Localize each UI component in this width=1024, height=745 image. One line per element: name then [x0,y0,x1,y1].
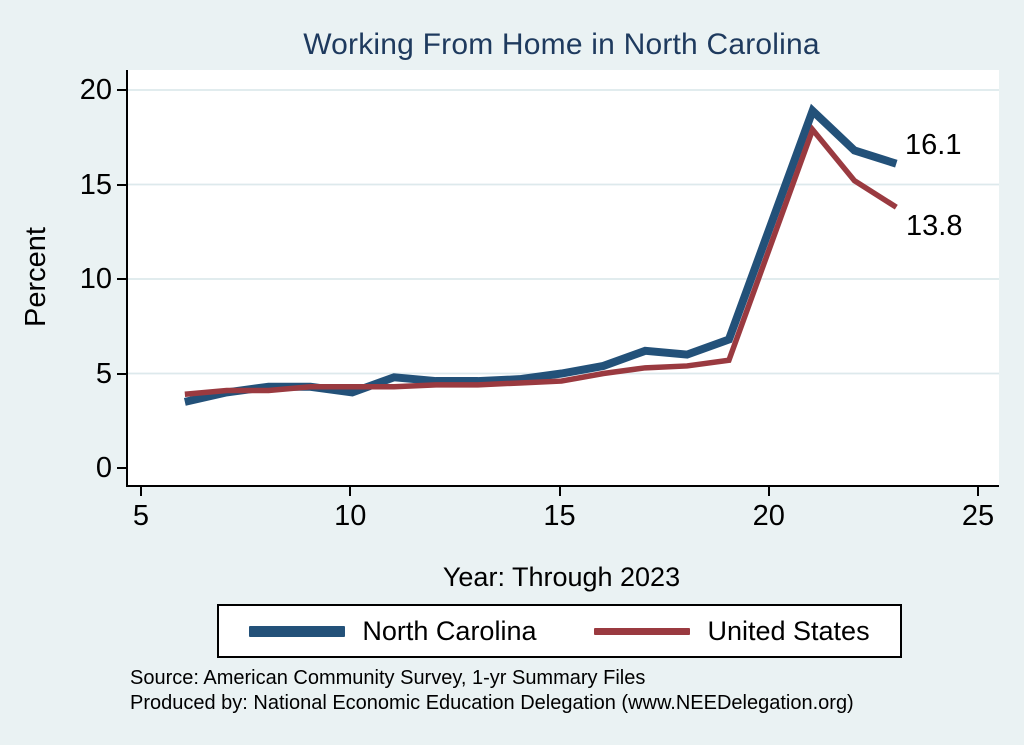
x-tick-15 [558,487,561,496]
plot-svg [128,89,999,406]
y-tick-20 [117,89,126,91]
plot-area [126,70,999,487]
y-axis-title: Percent [20,227,52,327]
x-tick-10 [349,487,352,496]
x-tick-20 [767,487,770,496]
us-end-value-label: 13.8 [906,210,963,242]
y-tick-label-0: 0 [95,452,112,484]
series-line-north-carolina [183,103,898,406]
x-tick-label-5: 5 [132,500,150,532]
y-tick-10 [117,278,126,280]
nc-line-swatch [249,625,346,637]
y-tick-label-5: 5 [95,357,112,390]
legend: North Carolina United States [217,604,902,658]
us-line-swatch [594,627,691,635]
y-tick-label-15: 15 [79,168,112,201]
legend-item-north-carolina: North Carolina [249,616,536,647]
x-tick-25 [977,487,979,496]
x-tick-label-25: 25 [961,500,995,532]
y-tick-0 [117,467,126,469]
x-tick-5 [140,487,142,496]
footer: Source: American Community Survey, 1-yr … [130,666,990,716]
y-tick-label-10: 10 [79,263,112,295]
legend-item-united-states: United States [594,615,870,647]
y-tick-label-20: 20 [79,74,112,106]
chart-title: Working From Home in North Carolina [303,28,820,61]
y-tick-15 [117,183,126,186]
legend-label-united-states: United States [707,615,870,646]
nc-end-value-label: 16.1 [905,129,962,161]
y-tick-5 [117,372,126,375]
legend-label-north-carolina: North Carolina [362,615,537,646]
x-axis-title: Year: Through 2023 [442,562,681,592]
x-tick-label-15: 15 [543,500,576,532]
x-tick-label-10: 10 [334,500,367,532]
series-line-united-states [184,124,898,398]
produced-by-note: Produced by: National Economic Education… [130,692,854,714]
source-note: Source: American Community Survey, 1-yr … [130,667,646,689]
x-tick-label-20: 20 [752,500,785,532]
